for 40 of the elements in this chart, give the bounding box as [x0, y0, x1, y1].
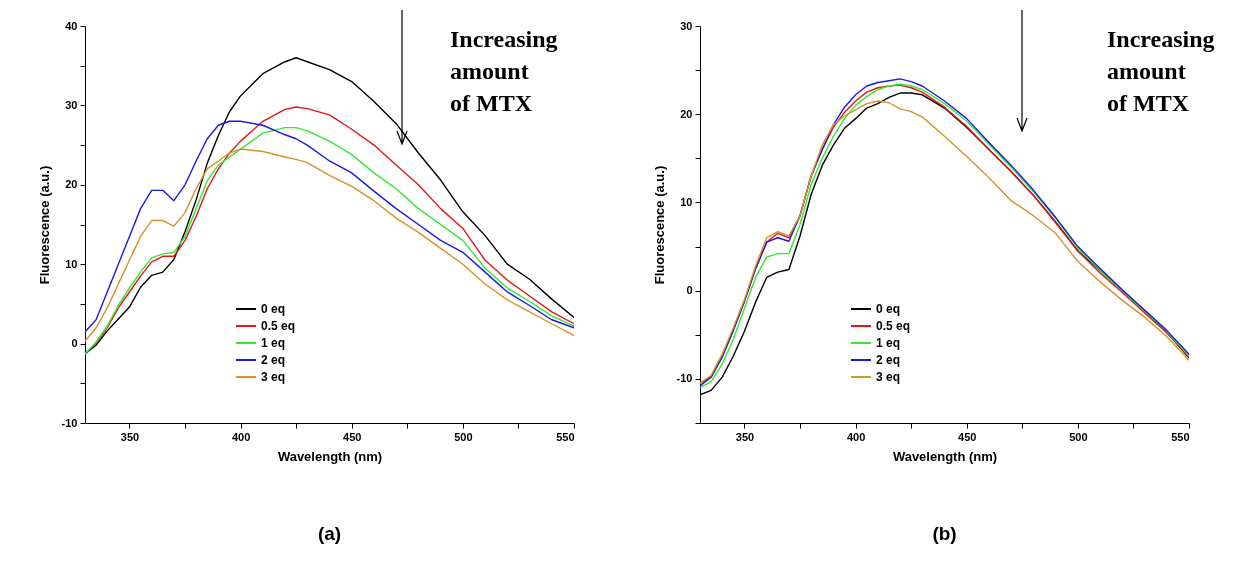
legend-label: 0 eq [261, 302, 286, 316]
legend-label: 3 eq [261, 370, 286, 384]
legend-label: 0.5 eq [876, 319, 911, 333]
legend-label: 3 eq [876, 370, 901, 384]
x-tick-label: 550 [1171, 430, 1190, 443]
x-tick-label: 500 [454, 430, 473, 443]
y-tick-label: 10 [680, 195, 693, 208]
legend-label: 1 eq [876, 336, 901, 350]
text: (a) [317, 523, 342, 544]
annotation: Increasing amount of MTX [1107, 26, 1215, 116]
y-tick-label: -10 [676, 372, 693, 385]
x-tick-label: 450 [958, 430, 977, 443]
legend-label: 1 eq [261, 336, 286, 350]
line-series [85, 57, 574, 355]
y-tick-label: 40 [65, 19, 78, 32]
legend-label: 2 eq [261, 353, 286, 367]
legend-label: 0 eq [876, 302, 901, 316]
x-axis-title: Wavelength (nm) [277, 448, 383, 464]
x-tick-label: 500 [1069, 430, 1088, 443]
y-tick-label: 30 [680, 19, 693, 32]
y-tick-label: 20 [65, 178, 78, 191]
y-tick-label: 10 [65, 257, 78, 270]
y-tick-label: -10 [61, 416, 78, 429]
legend-label: 0.5 eq [261, 319, 296, 333]
x-tick-label: 550 [556, 430, 575, 443]
y-axis-title: Fluorescence (a.u.) [651, 165, 667, 285]
y-tick-label: 30 [65, 98, 78, 111]
y-tick-label: 0 [71, 337, 78, 350]
legend-label: 2 eq [876, 353, 901, 367]
y-axis-title: Fluorescence (a.u.) [36, 165, 52, 285]
y-tick-label: 0 [686, 284, 693, 297]
x-tick-label: 400 [231, 430, 251, 443]
annotation: Increasing amount of MTX [450, 26, 558, 116]
text: (b) [932, 523, 957, 544]
y-tick-label: 20 [680, 107, 693, 120]
x-tick-label: 350 [735, 430, 755, 443]
x-tick-label: 450 [343, 430, 362, 443]
x-tick-label: 350 [120, 430, 140, 443]
x-axis-title: Wavelength (nm) [892, 448, 998, 464]
x-tick-label: 400 [846, 430, 866, 443]
